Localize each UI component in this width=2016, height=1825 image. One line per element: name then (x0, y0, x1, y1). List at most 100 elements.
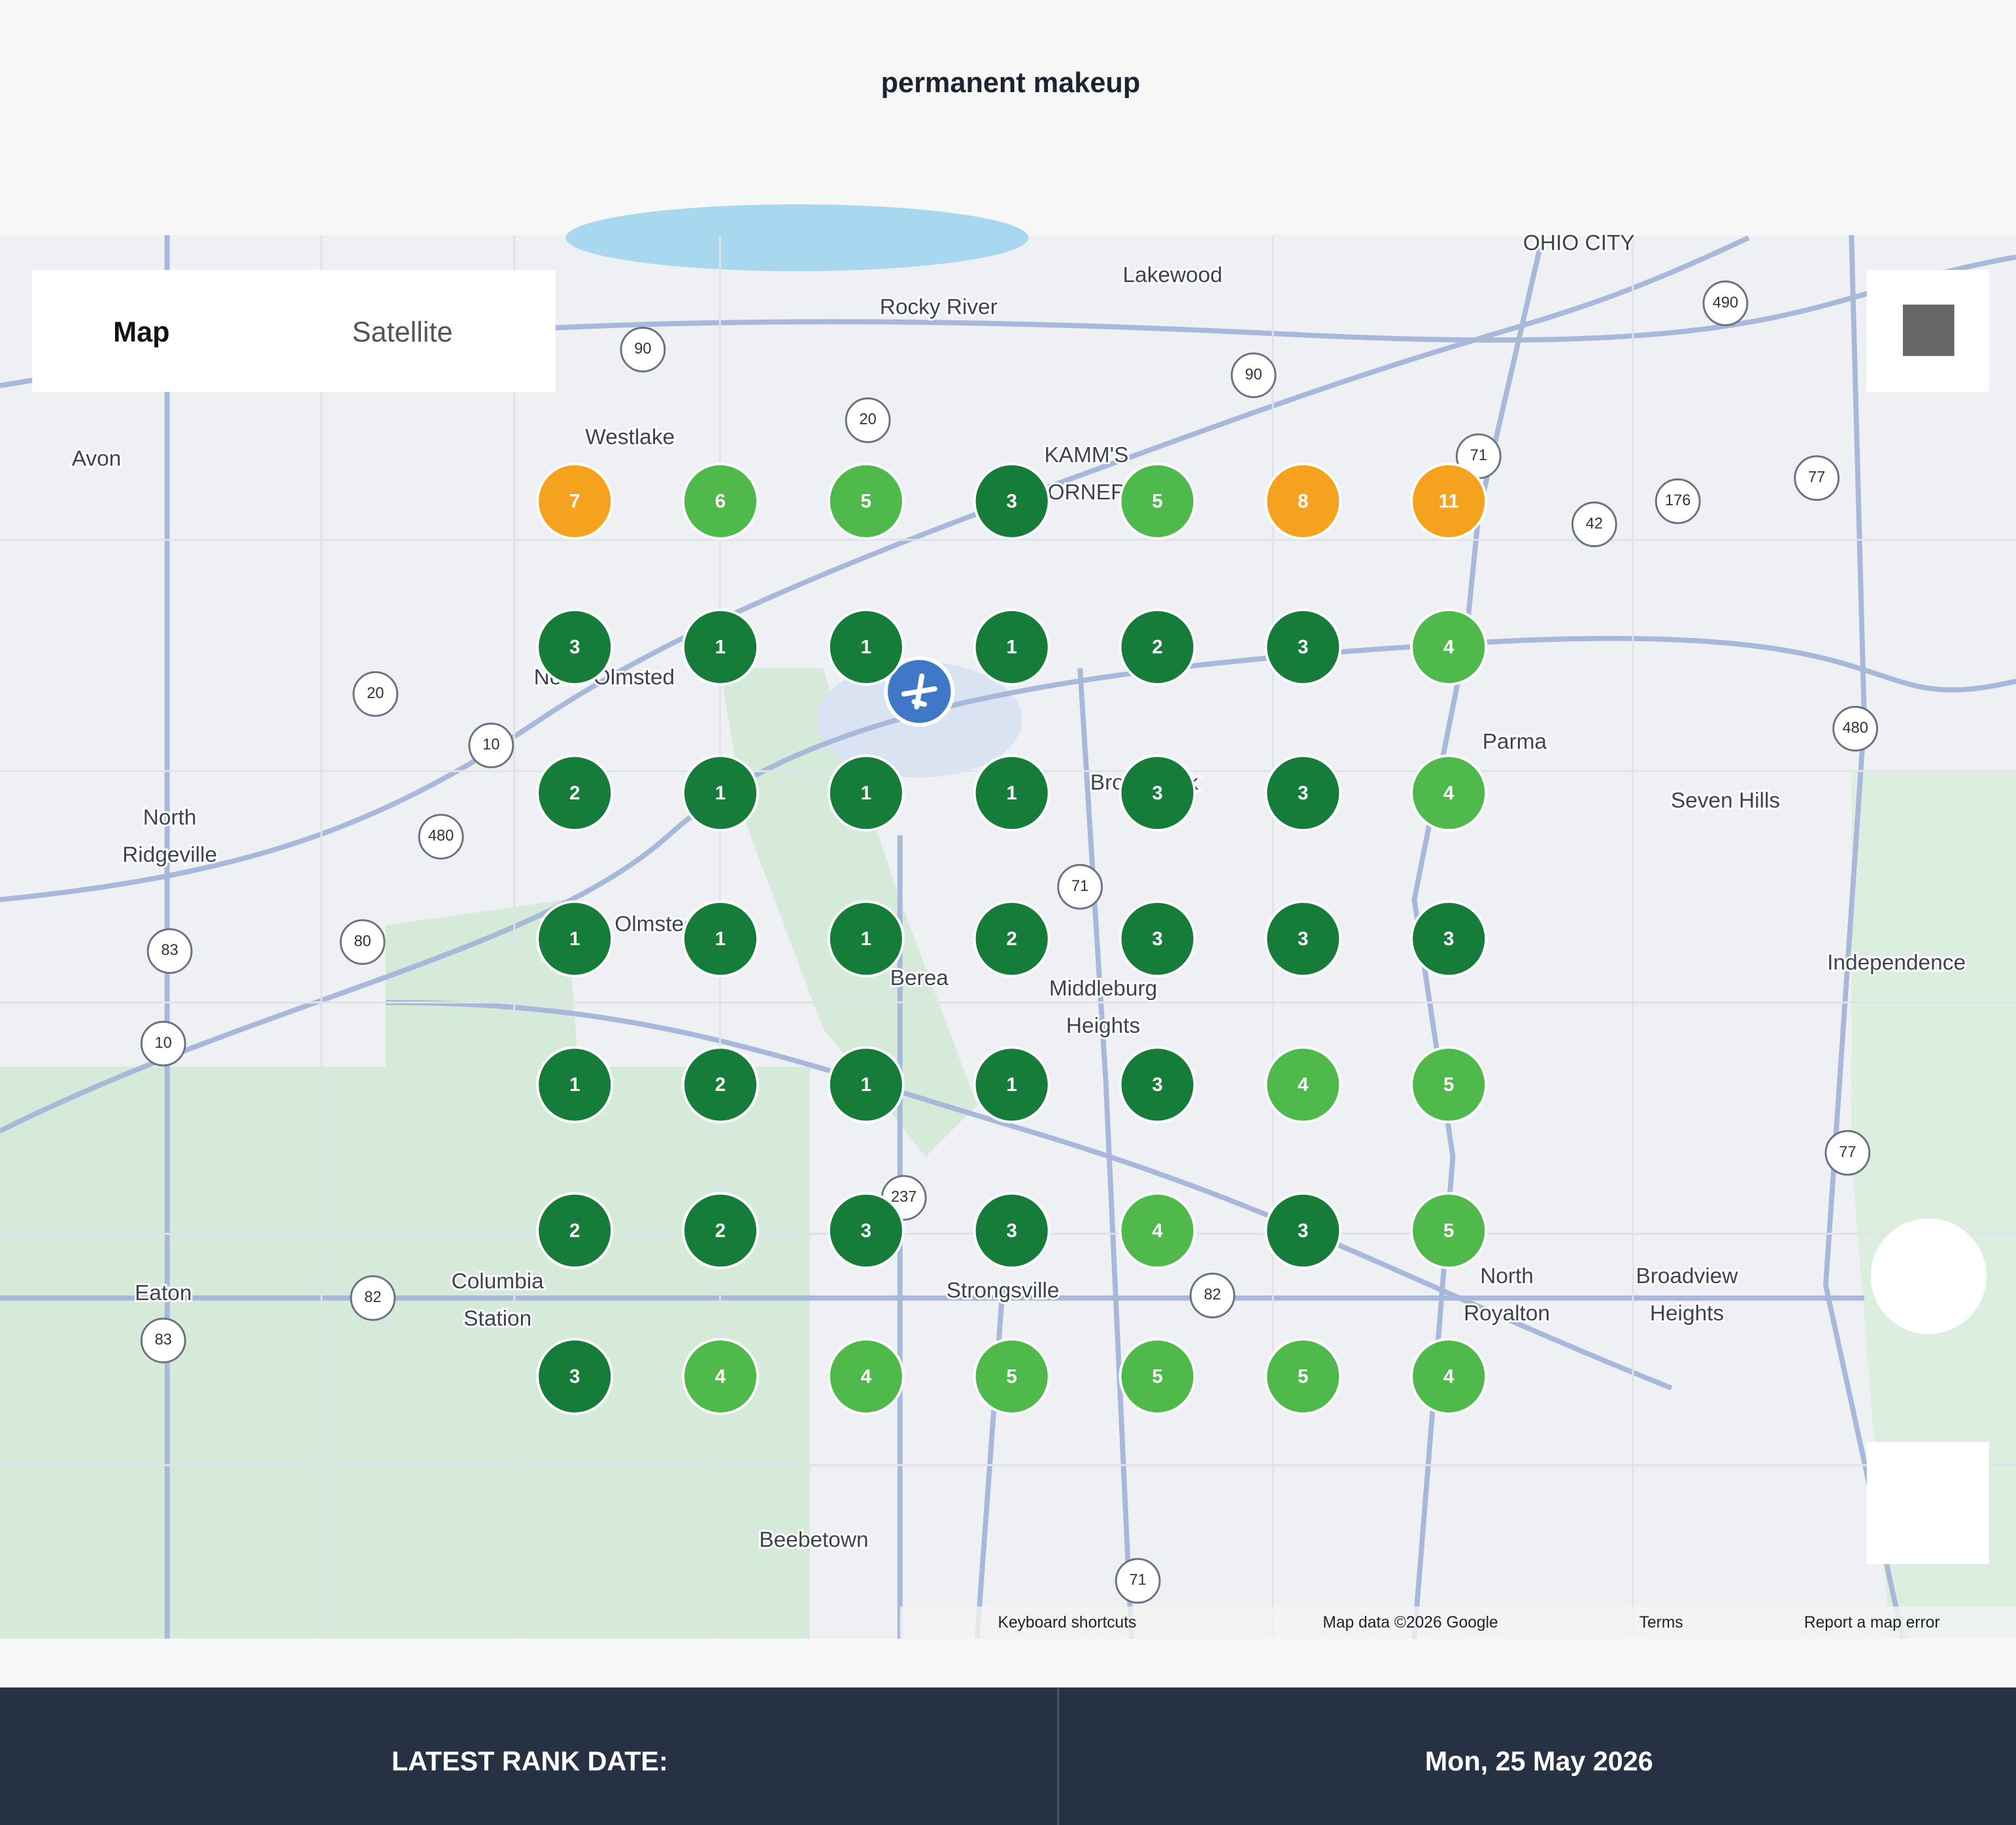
rank-marker (1410, 900, 1488, 978)
airport-icon (884, 656, 955, 727)
rank-marker (1118, 462, 1196, 540)
rank-label: 3 (1152, 782, 1162, 804)
route-shield (1832, 705, 1879, 752)
map-type-control (32, 269, 556, 392)
rank-marker (827, 900, 905, 978)
rank-marker (682, 754, 760, 832)
route-shield (1230, 352, 1277, 399)
rank-marker (973, 1046, 1050, 1124)
place-label: Middleburg (1049, 977, 1157, 1001)
rank-marker (682, 900, 760, 978)
route-shield (350, 1275, 396, 1321)
route-shield (140, 1020, 186, 1067)
rank-label: 5 (1298, 1366, 1308, 1388)
map-footer-link[interactable]: Keyboard shortcuts (998, 1614, 1137, 1632)
place-label: Avon (72, 447, 122, 471)
route-shield (140, 1317, 186, 1364)
rank-label: 1 (569, 1074, 580, 1096)
rank-marker (536, 900, 614, 978)
rank-marker (1410, 1046, 1488, 1124)
route-number: 10 (155, 1034, 172, 1051)
place-label: Station (463, 1307, 531, 1331)
rank-label: 11 (1439, 491, 1459, 512)
rank-label: 3 (1298, 928, 1308, 950)
rank-marker (1264, 462, 1342, 540)
place-label: Westlake (585, 425, 675, 449)
route-number: 10 (482, 736, 499, 753)
rank-label: 3 (1006, 1220, 1016, 1241)
route-shield (1794, 455, 1840, 501)
rank-label: 3 (1443, 928, 1454, 950)
place-label: OHIO CITY (1523, 231, 1635, 255)
park-area (0, 1066, 811, 1639)
route-number: 80 (354, 932, 371, 949)
rank-marker (682, 1046, 760, 1124)
route-shield (468, 722, 514, 769)
route-number: 82 (364, 1288, 381, 1305)
rank-marker (1264, 754, 1342, 832)
rank-marker (827, 608, 905, 686)
rank-label: 1 (1006, 1074, 1016, 1096)
route-shield (1824, 1130, 1871, 1176)
rank-label: 5 (1152, 491, 1162, 512)
rank-label: 4 (715, 1366, 726, 1388)
rank-marker (1264, 1337, 1342, 1415)
satellite-button[interactable]: Satellite (352, 317, 453, 348)
place-label: Seven Hills (1671, 789, 1780, 813)
zoom-control[interactable] (1866, 1442, 1989, 1564)
rank-label: 1 (715, 637, 726, 658)
place-label: Rocky River (880, 295, 998, 320)
route-shield (1702, 280, 1749, 326)
rank-marker (1264, 1046, 1342, 1124)
map[interactable]: Lakewood Rocky River Westlake Avon OHIO CITY… (0, 204, 2016, 1639)
rank-marker (973, 1337, 1050, 1415)
rank-marker (973, 900, 1050, 978)
rank-label: 7 (569, 491, 580, 512)
rank-marker (536, 754, 614, 832)
rank-label: 3 (1298, 1220, 1308, 1241)
rank-label: 8 (1298, 491, 1308, 512)
pegman-button[interactable] (1870, 1218, 1987, 1334)
route-shield (1571, 501, 1617, 548)
rank-marker (1118, 754, 1196, 832)
attribution-bar (899, 1606, 2016, 1639)
rank-marker (1118, 900, 1196, 978)
map-footer-link[interactable]: Terms (1639, 1614, 1683, 1632)
rank-marker (827, 462, 905, 540)
place-label: Ridgeville (122, 843, 217, 867)
rank-marker (682, 1337, 760, 1415)
route-number: 82 (1204, 1286, 1221, 1303)
map-footer-link[interactable]: Report a map error (1804, 1614, 1940, 1632)
page-title: permanent makeup (881, 67, 1141, 99)
rank-label: 6 (715, 491, 726, 512)
rank-marker (1410, 754, 1488, 832)
lake (565, 204, 1029, 271)
rank-marker (682, 462, 760, 540)
rank-label: 1 (861, 637, 871, 658)
rank-marker (682, 608, 760, 686)
rank-label: 1 (1006, 637, 1016, 658)
rank-marker (827, 1337, 905, 1415)
map-button[interactable]: Map (113, 317, 170, 348)
place-label: Royalton (1464, 1301, 1550, 1326)
map-footer-link[interactable]: Map data ©2026 Google (1323, 1614, 1498, 1632)
rank-label: 3 (569, 637, 580, 658)
route-number: 71 (1130, 1571, 1147, 1588)
route-number: 480 (1842, 719, 1868, 736)
place-label: Broadview (1636, 1264, 1738, 1288)
rank-label: 2 (1152, 637, 1162, 658)
rank-marker (1118, 608, 1196, 686)
route-number: 77 (1839, 1143, 1856, 1160)
rank-label: 1 (715, 782, 726, 804)
place-label: Independence (1827, 950, 1966, 975)
rank-marker (827, 754, 905, 832)
rank-label: 3 (1298, 782, 1308, 804)
fullscreen-icon (1902, 304, 1955, 356)
rank-label: 1 (861, 782, 871, 804)
rank-label: 3 (1298, 637, 1308, 658)
rank-marker (1264, 608, 1342, 686)
park-area (1851, 771, 2016, 1639)
rank-label: 5 (1443, 1074, 1454, 1096)
rank-marker (1410, 608, 1488, 686)
